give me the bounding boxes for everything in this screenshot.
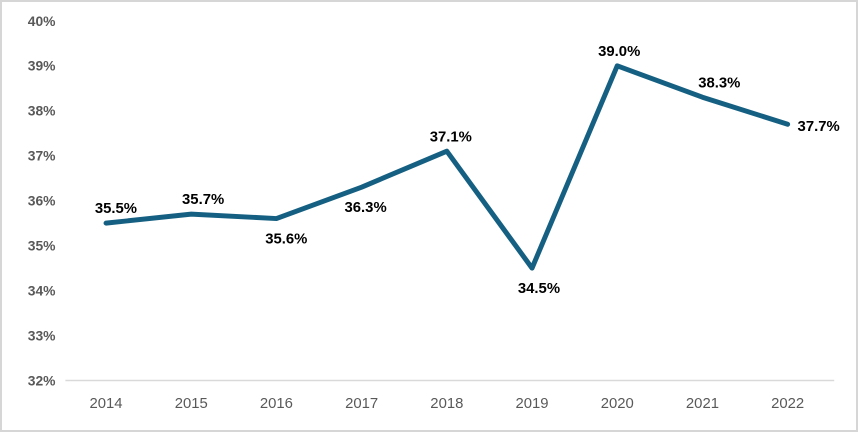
data-point-label: 35.6% [265, 231, 307, 247]
y-tick-label: 38% [28, 103, 56, 119]
y-tick-label: 35% [28, 238, 56, 254]
x-tick-label: 2019 [516, 396, 549, 412]
y-tick-label: 34% [28, 283, 56, 299]
y-tick-label: 36% [28, 193, 56, 209]
x-tick-label: 2017 [345, 396, 378, 412]
data-point-label: 38.3% [698, 75, 740, 91]
y-tick-label: 32% [28, 372, 56, 388]
data-point-label: 36.3% [345, 200, 387, 216]
x-tick-label: 2016 [260, 396, 293, 412]
y-tick-label: 37% [28, 148, 56, 164]
data-point-label: 35.7% [182, 192, 224, 208]
x-tick-label: 2022 [771, 396, 804, 412]
x-tick-label: 2015 [175, 396, 208, 412]
series-line [103, 63, 791, 271]
data-point-label: 34.5% [518, 281, 560, 297]
x-tick-label: 2018 [430, 396, 463, 412]
data-point-label: 39.0% [598, 44, 640, 60]
y-tick-label: 40% [28, 13, 56, 29]
x-tick-label: 2020 [601, 396, 634, 412]
x-tick-label: 2021 [686, 396, 719, 412]
y-tick-label: 39% [28, 58, 56, 74]
data-point-label: 37.1% [430, 129, 472, 145]
data-point-label: 37.7% [798, 119, 840, 135]
data-point-label: 35.5% [95, 201, 137, 217]
y-tick-label: 33% [28, 327, 56, 343]
x-tick-label: 2014 [89, 396, 122, 412]
